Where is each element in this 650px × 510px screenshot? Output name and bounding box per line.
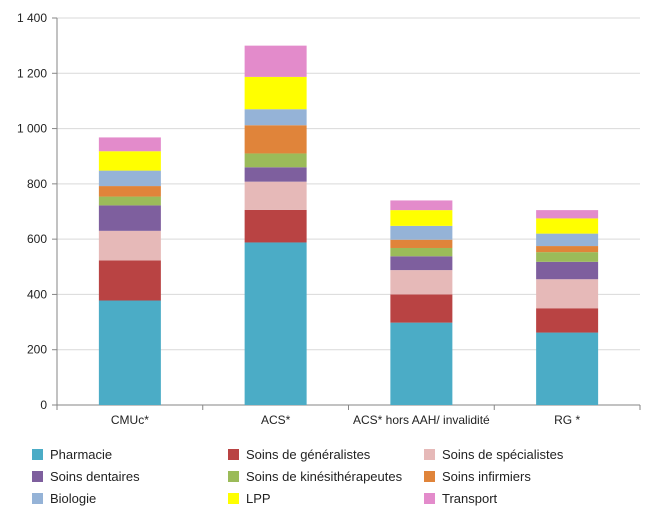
bar-segment: [245, 46, 307, 77]
bar-segment: [245, 109, 307, 125]
legend-item: Soins de généralistes: [228, 447, 370, 462]
bar-segment: [99, 231, 161, 261]
bar-segment: [536, 333, 598, 405]
bar-segment: [99, 260, 161, 300]
y-tick-label: 1 200: [17, 66, 47, 80]
bar-segment: [99, 197, 161, 206]
legend-swatch: [424, 471, 435, 482]
bar-segment: [390, 270, 452, 294]
legend-swatch: [424, 449, 435, 460]
bar-segment: [99, 171, 161, 186]
bar-segment: [390, 256, 452, 270]
legend-label: Soins de spécialistes: [442, 447, 563, 462]
legend-item: Pharmacie: [32, 447, 112, 462]
y-tick-label: 600: [27, 232, 47, 246]
bar-segment: [245, 182, 307, 210]
bar-segment: [536, 218, 598, 233]
y-tick-label: 1 400: [17, 11, 47, 25]
bar-segment: [536, 279, 598, 308]
bar-segment: [245, 210, 307, 243]
y-tick-label: 400: [27, 287, 47, 301]
legend-item: Soins de kinésithérapeutes: [228, 469, 402, 484]
y-tick-label: 200: [27, 343, 47, 357]
stacked-bar-chart: 0 200 400 600 800 1 000 1 200 1 400 CMUc* ACS* ACS…: [0, 0, 650, 440]
x-tick-label: CMUc*: [111, 413, 149, 427]
legend-item: Biologie: [32, 491, 96, 506]
legend-swatch: [228, 449, 239, 460]
bar-segment: [245, 153, 307, 167]
y-tick-label: 800: [27, 177, 47, 191]
bar-segment: [99, 151, 161, 170]
legend-item: Soins de spécialistes: [424, 447, 563, 462]
bar-segment: [390, 323, 452, 405]
bar-segment: [245, 125, 307, 153]
x-tick-label: ACS*: [261, 413, 291, 427]
bar-segment: [99, 301, 161, 405]
legend-label: LPP: [246, 491, 271, 506]
bar-segment: [536, 246, 598, 252]
x-tick-label: ACS* hors AAH/ invalidité: [353, 413, 490, 427]
bar-segment: [536, 234, 598, 246]
legend-item: Soins infirmiers: [424, 469, 531, 484]
legend-item: LPP: [228, 491, 271, 506]
bar-segment: [99, 137, 161, 151]
legend-swatch: [228, 471, 239, 482]
legend-swatch: [32, 449, 43, 460]
legend-label: Transport: [442, 491, 497, 506]
legend-swatch: [228, 493, 239, 504]
legend-item: Transport: [424, 491, 497, 506]
bar-segment: [245, 167, 307, 181]
bar-segment: [390, 210, 452, 226]
bar-segment: [99, 186, 161, 197]
legend-swatch: [32, 493, 43, 504]
legend-label: Soins de kinésithérapeutes: [246, 469, 402, 484]
bar-segment: [536, 262, 598, 279]
legend-label: Biologie: [50, 491, 96, 506]
y-tick-label: 1 000: [17, 122, 47, 136]
bar-segment: [99, 205, 161, 230]
bar-segment: [245, 242, 307, 405]
bar-segment: [390, 294, 452, 322]
legend-label: Soins dentaires: [50, 469, 140, 484]
y-tick-label: 0: [40, 398, 47, 412]
bar-segment: [536, 308, 598, 332]
legend-label: Soins infirmiers: [442, 469, 531, 484]
legend-label: Soins de généralistes: [246, 447, 370, 462]
bar-segment: [390, 240, 452, 248]
bar-segment: [536, 210, 598, 218]
legend-label: Pharmacie: [50, 447, 112, 462]
x-tick-label: RG *: [554, 413, 580, 427]
bar-segment: [390, 226, 452, 240]
bar-segment: [536, 252, 598, 262]
bar-segment: [390, 248, 452, 256]
legend-swatch: [424, 493, 435, 504]
legend-swatch: [32, 471, 43, 482]
legend-item: Soins dentaires: [32, 469, 140, 484]
bar-segment: [390, 200, 452, 210]
bar-segment: [245, 77, 307, 109]
